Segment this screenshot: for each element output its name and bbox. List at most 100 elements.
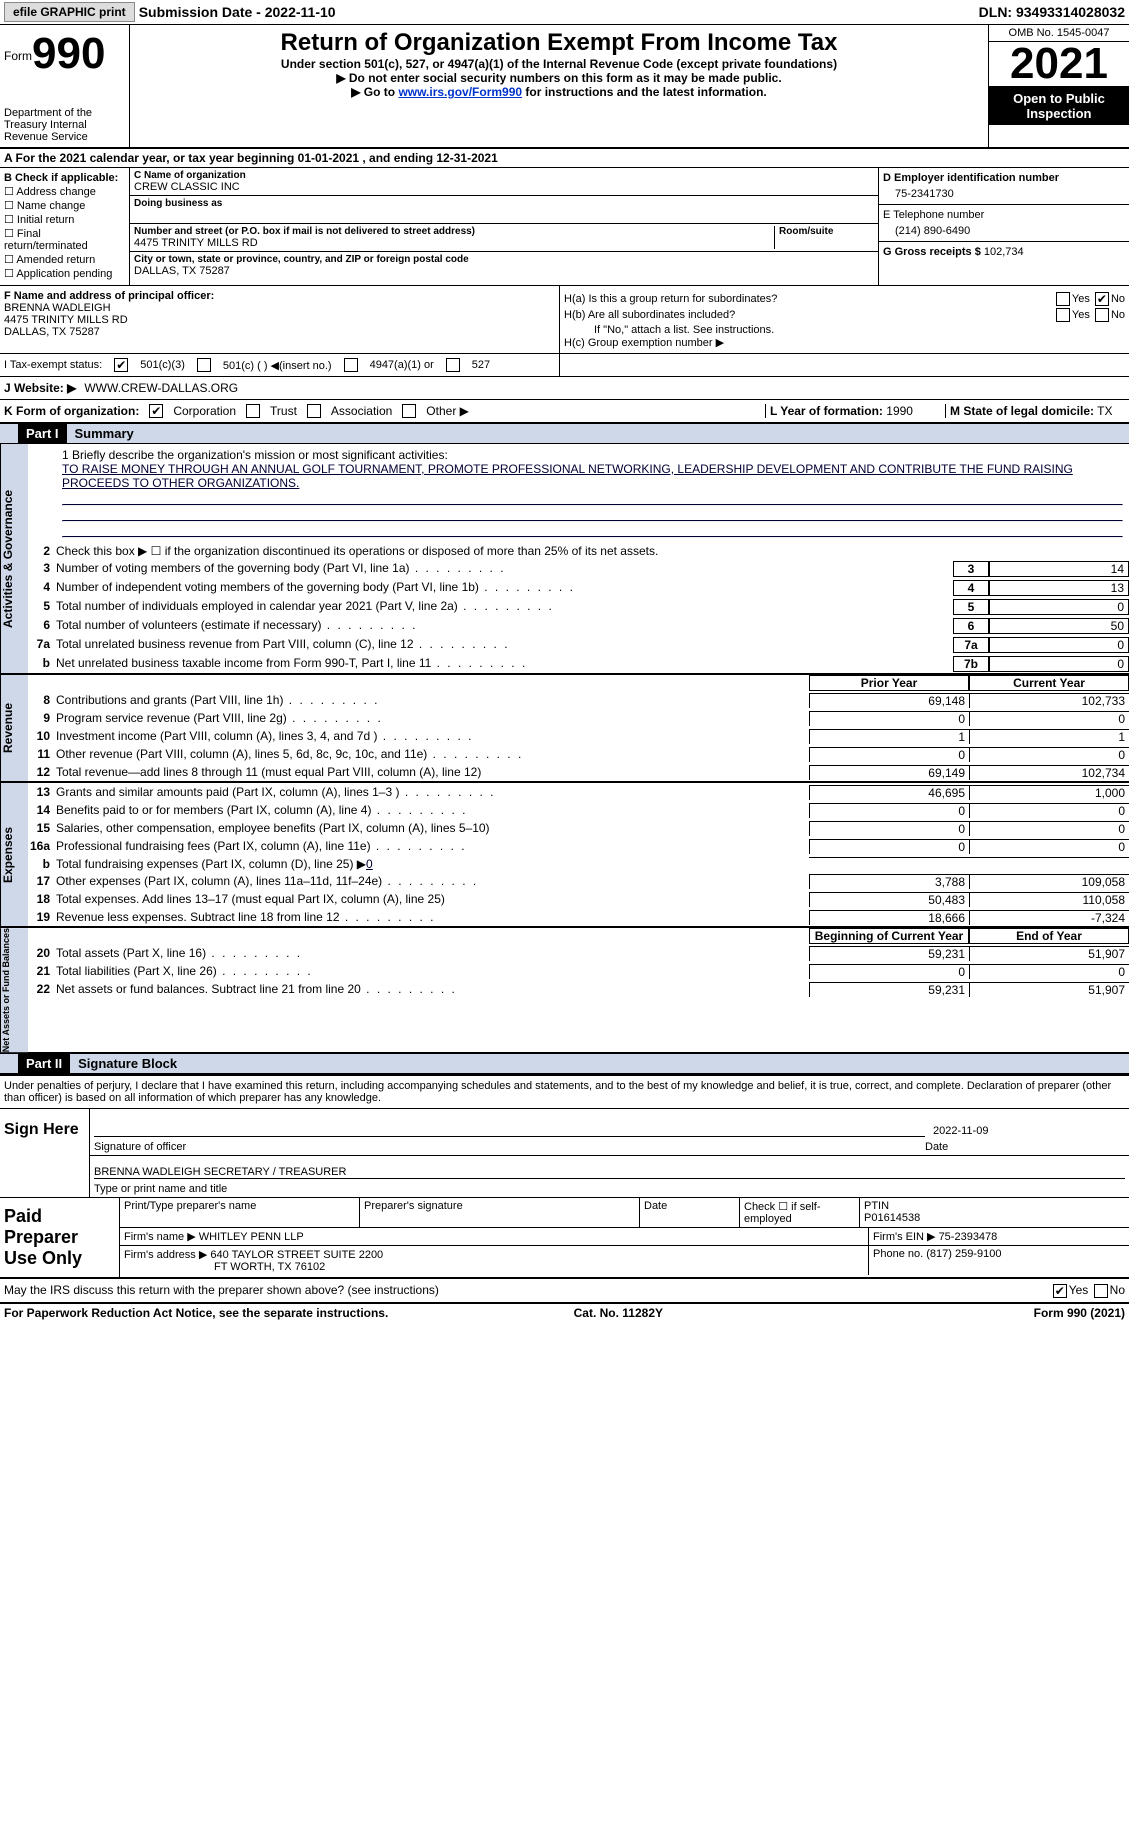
chk-4947[interactable] — [344, 358, 358, 372]
part1-header: Part I Summary — [0, 424, 1129, 444]
footer-mid: Cat. No. 11282Y — [574, 1306, 663, 1320]
prior-year-hdr: Prior Year — [809, 675, 969, 691]
c22: 51,907 — [969, 982, 1129, 997]
officer-addr1: 4475 TRINITY MILLS RD — [4, 314, 555, 326]
side-activities: Activities & Governance — [0, 444, 28, 673]
discuss-no[interactable] — [1094, 1284, 1108, 1298]
dba-label: Doing business as — [134, 198, 874, 209]
website-label: J Website: ▶ — [4, 381, 76, 395]
open-inspection: Open to Public Inspection — [989, 87, 1129, 125]
line3: Number of voting members of the governin… — [56, 561, 953, 575]
date-label: Date — [925, 1141, 1125, 1153]
chk-527[interactable] — [446, 358, 460, 372]
chk-assoc[interactable] — [307, 404, 321, 418]
ptin: P01614538 — [864, 1212, 1125, 1224]
ha-yes[interactable] — [1056, 292, 1070, 306]
p19: 18,666 — [809, 910, 969, 925]
dept-label: Department of the Treasury Internal Reve… — [4, 107, 125, 143]
hc-label: H(c) Group exemption number ▶ — [564, 336, 1125, 349]
line19: Revenue less expenses. Subtract line 18 … — [56, 910, 809, 924]
hb-no[interactable] — [1095, 308, 1109, 322]
gross: 102,734 — [984, 246, 1024, 258]
chk-pending[interactable]: Application pending — [4, 267, 125, 280]
begin-year-hdr: Beginning of Current Year — [809, 928, 969, 944]
val7a: 0 — [989, 637, 1129, 653]
p13: 46,695 — [809, 785, 969, 800]
p14: 0 — [809, 803, 969, 818]
form-subtitle-2: ▶ Do not enter social security numbers o… — [138, 71, 980, 85]
discuss-label: May the IRS discuss this return with the… — [4, 1283, 1051, 1298]
tel: (214) 890-6490 — [883, 221, 1125, 237]
side-net: Net Assets or Fund Balances — [0, 928, 28, 1052]
firm-addr1: 640 TAYLOR STREET SUITE 2200 — [210, 1249, 383, 1261]
firm-addr2: FT WORTH, TX 76102 — [124, 1261, 325, 1273]
chk-final[interactable]: Final return/terminated — [4, 227, 125, 252]
efile-button[interactable]: efile GRAPHIC print — [4, 2, 135, 22]
main-info: B Check if applicable: Address change Na… — [0, 168, 1129, 286]
firm-ph-label: Phone no. — [873, 1248, 923, 1260]
paid-preparer-label: Paid Preparer Use Only — [0, 1198, 120, 1277]
line6: Total number of volunteers (estimate if … — [56, 618, 953, 632]
form-header: Form990 Department of the Treasury Inter… — [0, 25, 1129, 149]
sig-name: BRENNA WADLEIGH SECRETARY / TREASURER — [94, 1166, 1125, 1179]
chk-amended[interactable]: Amended return — [4, 253, 125, 266]
line17: Other expenses (Part IX, column (A), lin… — [56, 874, 809, 888]
state: TX — [1097, 404, 1112, 418]
p9: 0 — [809, 711, 969, 726]
c15: 0 — [969, 821, 1129, 836]
hb-yes[interactable] — [1056, 308, 1070, 322]
addr-label: Number and street (or P.O. box if mail i… — [134, 226, 774, 237]
line11: Other revenue (Part VIII, column (A), li… — [56, 747, 809, 761]
tax-status-label: I Tax-exempt status: — [4, 359, 102, 371]
line20: Total assets (Part X, line 16) — [56, 946, 809, 960]
ptin-label: PTIN — [864, 1200, 1125, 1212]
prep-se-label: Check ☐ if self-employed — [740, 1198, 860, 1227]
irs-link[interactable]: www.irs.gov/Form990 — [398, 85, 522, 99]
val7b: 0 — [989, 656, 1129, 672]
line5: Total number of individuals employed in … — [56, 599, 953, 613]
line10: Investment income (Part VIII, column (A)… — [56, 729, 809, 743]
sig-declaration: Under penalties of perjury, I declare th… — [4, 1080, 1125, 1104]
firm-name: WHITLEY PENN LLP — [199, 1231, 304, 1243]
ha-no[interactable] — [1095, 292, 1109, 306]
chk-initial[interactable]: Initial return — [4, 213, 125, 226]
chk-501c3[interactable] — [114, 358, 128, 372]
state-label: M State of legal domicile: — [950, 404, 1094, 418]
discuss-yes[interactable] — [1053, 1284, 1067, 1298]
c14: 0 — [969, 803, 1129, 818]
chk-trust[interactable] — [246, 404, 260, 418]
chk-other[interactable] — [402, 404, 416, 418]
c9: 0 — [969, 711, 1129, 726]
chk-address[interactable]: Address change — [4, 185, 125, 198]
addr: 4475 TRINITY MILLS RD — [134, 237, 774, 249]
line7a: Total unrelated business revenue from Pa… — [56, 637, 953, 651]
sign-here-label: Sign Here — [0, 1109, 90, 1197]
c8: 102,733 — [969, 693, 1129, 708]
firm-ph: (817) 259-9100 — [926, 1248, 1001, 1260]
row-a: A For the 2021 calendar year, or tax yea… — [0, 149, 1129, 168]
chk-name[interactable]: Name change — [4, 199, 125, 212]
p21: 0 — [809, 964, 969, 979]
chk-corp[interactable] — [149, 404, 163, 418]
ein: 75-2341730 — [883, 184, 1125, 200]
p18: 50,483 — [809, 892, 969, 907]
ein-label: D Employer identification number — [883, 172, 1125, 184]
line22: Net assets or fund balances. Subtract li… — [56, 982, 809, 996]
gross-label: G Gross receipts $ — [883, 246, 981, 258]
mission-label: 1 Briefly describe the organization's mi… — [62, 448, 1123, 462]
city-label: City or town, state or province, country… — [134, 254, 874, 265]
officer-name: BRENNA WADLEIGH — [4, 302, 555, 314]
p10: 1 — [809, 729, 969, 744]
c20: 51,907 — [969, 946, 1129, 961]
tax-year: 2021 — [989, 42, 1129, 87]
c18: 110,058 — [969, 892, 1129, 907]
line2: Check this box ▶ ☐ if the organization d… — [56, 544, 1129, 558]
chk-501c[interactable] — [197, 358, 211, 372]
line14: Benefits paid to or for members (Part IX… — [56, 803, 809, 817]
form-subtitle-1: Under section 501(c), 527, or 4947(a)(1)… — [138, 57, 980, 71]
side-revenue: Revenue — [0, 675, 28, 781]
room-label: Room/suite — [779, 226, 874, 237]
website: WWW.CREW-DALLAS.ORG — [84, 381, 238, 395]
officer-label: F Name and address of principal officer: — [4, 290, 555, 302]
c19: -7,324 — [969, 910, 1129, 925]
